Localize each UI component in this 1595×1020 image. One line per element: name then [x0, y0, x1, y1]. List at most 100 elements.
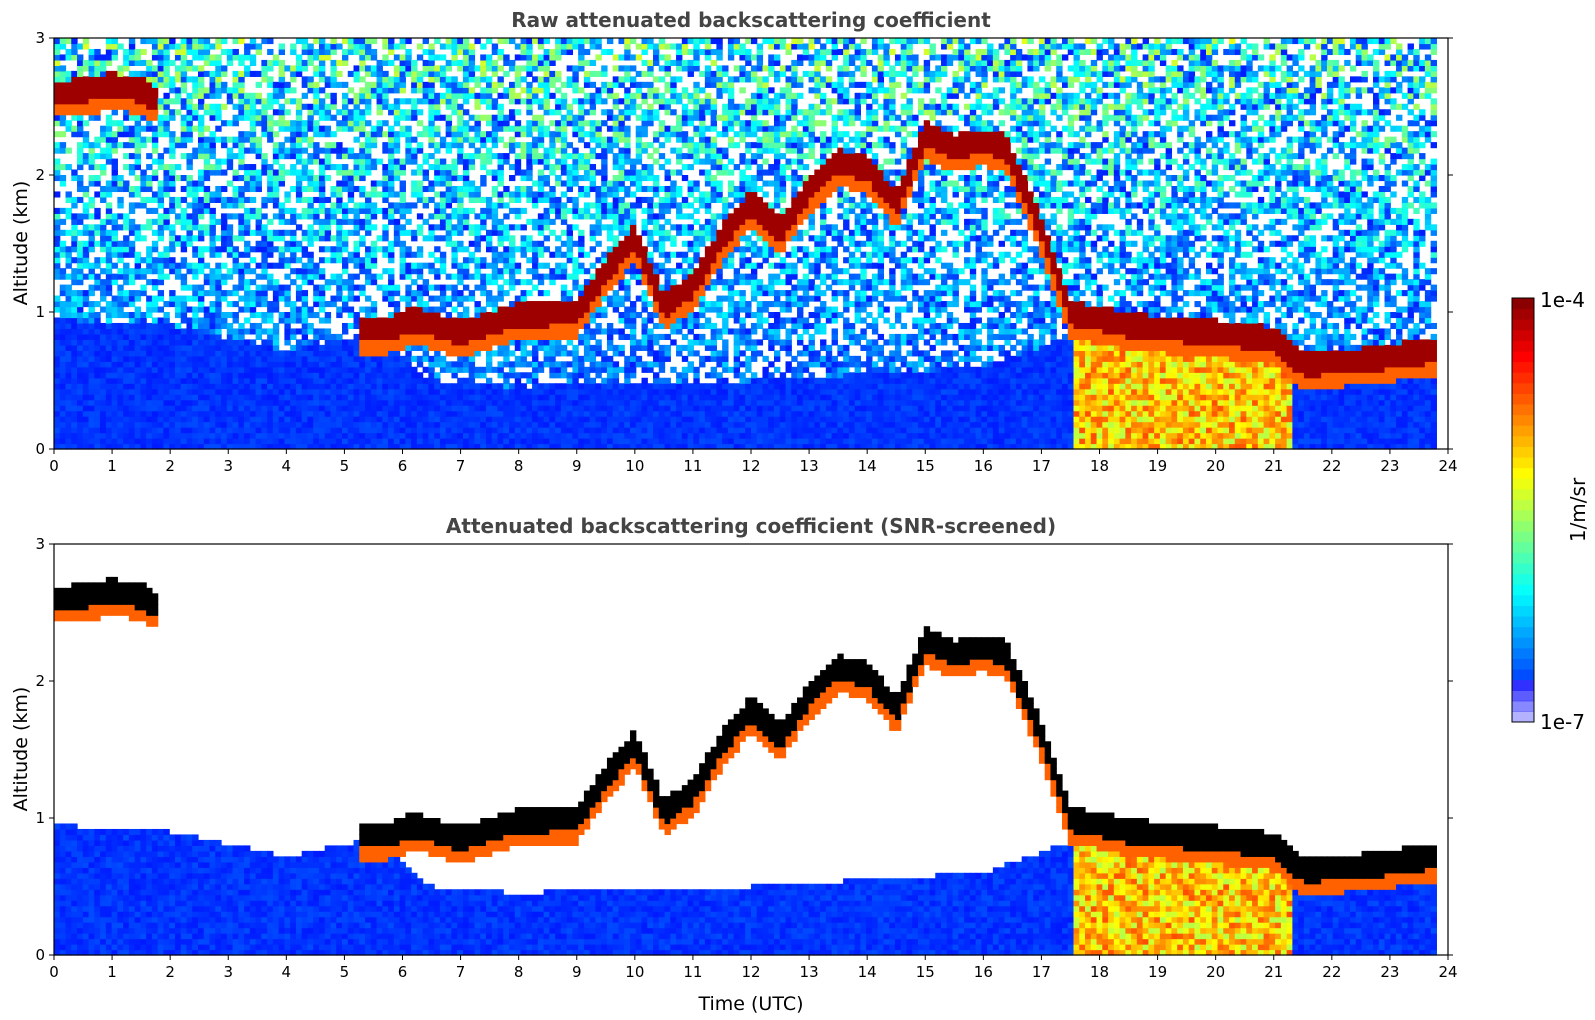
- heatmap-cell: [88, 421, 95, 428]
- heatmap-cell: [209, 399, 216, 406]
- heatmap-cell: [151, 399, 159, 406]
- heatmap-cell: [520, 388, 527, 395]
- heatmap-cell: [439, 213, 447, 220]
- heatmap-cell: [255, 377, 262, 384]
- heatmap-cell: [77, 257, 84, 264]
- heatmap-cell: [416, 196, 424, 203]
- heatmap-cell: [359, 120, 366, 127]
- heatmap-cell: [526, 92, 533, 99]
- heatmap-cell: [278, 229, 285, 236]
- heatmap-cell: [491, 120, 499, 127]
- heatmap-cell: [77, 120, 84, 127]
- heatmap-cell: [203, 38, 211, 45]
- heatmap-cell: [123, 290, 130, 297]
- heatmap-cell: [221, 317, 228, 324]
- heatmap-cell: [221, 169, 228, 176]
- heatmap-cell: [128, 350, 136, 357]
- heatmap-cell: [439, 290, 447, 297]
- heatmap-cell: [157, 158, 165, 165]
- heatmap-cell: [117, 65, 124, 72]
- heatmap-cell: [474, 438, 481, 445]
- heatmap-cell: [94, 416, 101, 423]
- heatmap-cell: [226, 213, 234, 220]
- heatmap-cell: [226, 153, 234, 160]
- heatmap-cell: [411, 383, 418, 390]
- heatmap-cell: [198, 410, 205, 417]
- heatmap-cell: [503, 246, 510, 253]
- heatmap-cell: [221, 312, 228, 319]
- heatmap-cell: [146, 218, 153, 225]
- heatmap-cell: [301, 301, 309, 308]
- heatmap-cell: [105, 290, 113, 297]
- heatmap-cell: [485, 87, 493, 94]
- heatmap-cell: [480, 317, 487, 324]
- heatmap-cell: [491, 268, 499, 275]
- heatmap-cell: [272, 109, 280, 116]
- heatmap-cell: [163, 38, 170, 45]
- heatmap-cell: [543, 438, 550, 445]
- heatmap-cell: [457, 142, 464, 149]
- heatmap-cell: [272, 87, 280, 94]
- heatmap-cell: [174, 48, 182, 56]
- heatmap-cell: [445, 98, 453, 105]
- heatmap-cell: [290, 410, 297, 417]
- heatmap-cell: [174, 432, 182, 439]
- heatmap-cell: [474, 185, 481, 193]
- heatmap-cell: [198, 257, 205, 264]
- heatmap-cell: [543, 59, 550, 66]
- heatmap-cell: [514, 98, 522, 105]
- heatmap-cell: [514, 169, 522, 176]
- heatmap-cell: [411, 290, 418, 297]
- heatmap-cell: [560, 306, 568, 313]
- heatmap-cell: [382, 59, 389, 66]
- heatmap-cell: [198, 246, 205, 253]
- heatmap-cell: [272, 262, 280, 269]
- heatmap-cell: [439, 355, 447, 362]
- heatmap-cell: [192, 350, 199, 357]
- heatmap-cell: [111, 339, 118, 346]
- heatmap-cell: [278, 355, 285, 362]
- heatmap-cell: [503, 443, 510, 450]
- heatmap-cell: [77, 70, 84, 77]
- heatmap-cell: [88, 366, 95, 373]
- heatmap-cell: [411, 191, 418, 198]
- heatmap-cell: [520, 355, 527, 362]
- heatmap-cell: [267, 136, 274, 143]
- heatmap-cell: [474, 65, 481, 72]
- heatmap-cell: [353, 284, 360, 291]
- heatmap-cell: [514, 142, 522, 149]
- heatmap-cell: [226, 54, 234, 61]
- heatmap-cell: [318, 366, 326, 373]
- heatmap-cell: [238, 114, 245, 121]
- heatmap-cell: [180, 257, 188, 264]
- heatmap-cell: [221, 410, 228, 417]
- heatmap-cell: [422, 405, 429, 412]
- heatmap-cell: [353, 70, 360, 77]
- heatmap-cell: [203, 350, 211, 357]
- heatmap-cell: [203, 158, 211, 165]
- heatmap-cell: [509, 405, 516, 412]
- heatmap-cell: [128, 312, 136, 319]
- heatmap-cell: [94, 350, 101, 357]
- heatmap-cell: [192, 114, 199, 121]
- heatmap-cell: [128, 87, 136, 94]
- heatmap-cell: [462, 92, 470, 99]
- heatmap-cell: [203, 339, 211, 346]
- heatmap-cell: [186, 317, 193, 324]
- heatmap-cell: [272, 284, 280, 291]
- heatmap-cell: [365, 81, 372, 88]
- heatmap-cell: [278, 180, 285, 187]
- heatmap-cell: [342, 153, 349, 160]
- heatmap-cell: [509, 142, 516, 149]
- heatmap-cell: [411, 65, 418, 72]
- heatmap-cell: [71, 355, 78, 362]
- heatmap-cell: [111, 405, 118, 412]
- heatmap-cell: [393, 443, 401, 450]
- heatmap-cell: [307, 76, 314, 83]
- heatmap-cell: [295, 224, 303, 231]
- heatmap-cell: [278, 218, 285, 225]
- heatmap-cell: [203, 416, 211, 423]
- heatmap-cell: [301, 295, 309, 302]
- heatmap-cell: [468, 185, 476, 193]
- heatmap-cell: [324, 142, 332, 149]
